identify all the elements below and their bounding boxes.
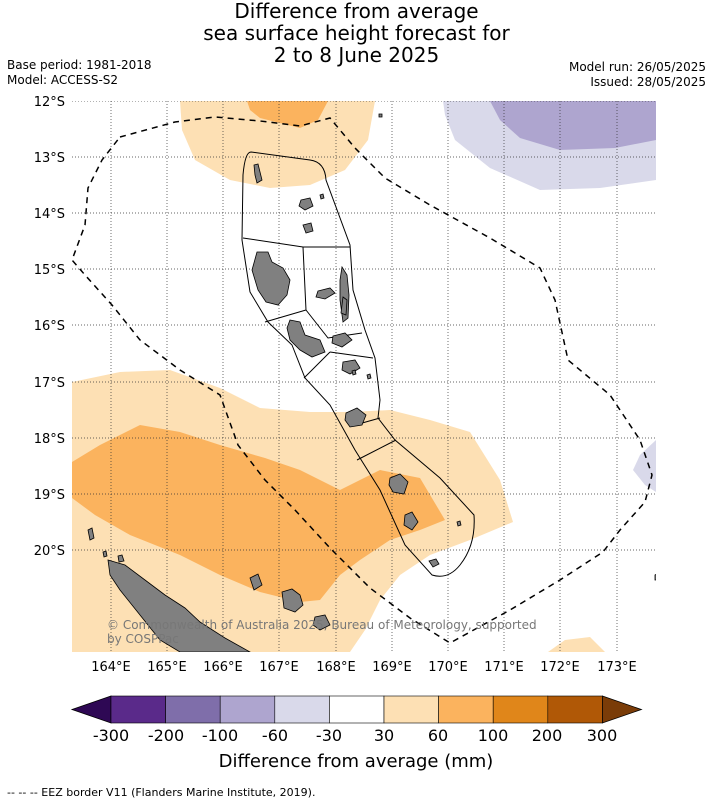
anomaly-minus60-east [633,440,656,492]
lon-label: 165°E [147,660,187,675]
latitude-labels: 12°S 13°S 14°S 15°S 16°S 17°S 18°S 19°S … [34,95,65,559]
anomaly-minus100-region [490,101,656,150]
anomaly-30-southeast [548,637,605,652]
model-run: Model run: 26/05/2025 [568,60,706,74]
land-new-caledonia [107,559,251,652]
lat-label: 12°S [34,95,65,110]
land-maewo [340,296,348,316]
land-islet-east-2 [654,574,656,581]
longitude-labels: 164°E 165°E 166°E 167°E 168°E 169°E 170°… [91,660,637,675]
lon-label: 172°E [540,660,580,675]
colorbar-extend-low [70,695,112,724]
land-islet-east-1 [456,520,462,527]
colorbar-label: 200 [532,726,563,745]
land-gaua [302,222,314,234]
land-islet-north-2 [351,369,357,376]
anomaly-30-top [180,101,375,188]
lon-label: 170°E [428,660,468,675]
land-ambae [315,287,336,300]
lat-label: 15°S [34,263,65,278]
colorbar-segment [219,695,276,724]
land [87,113,656,652]
colorbar-label: 60 [428,726,448,745]
lon-label: 166°E [203,660,243,675]
lat-label: 19°S [34,488,65,503]
colorbar-labels: -300 -200 -100 -60 -30 30 60 100 200 300 [93,726,617,745]
lon-label: 171°E [484,660,524,675]
meta-right: Model run: 26/05/2025 Issued: 28/05/2025 [569,60,706,90]
eez-border [72,116,653,644]
land-aneityum [428,558,440,568]
land-loyalty-ouvea [249,573,263,591]
colorbar-label: -30 [316,726,342,745]
model-name: Model: ACCESS-S2 [7,73,119,87]
lon-label: 164°E [91,660,131,675]
meta-left: Base period: 1981-2018 Model: ACCESS-S2 [7,58,152,88]
base-period: Base period: 1981-2018 [7,58,152,72]
colorbar-segment [110,695,166,724]
colorbar-segment [329,695,385,724]
title-line-3: 2 to 8 June 2025 [273,43,440,67]
anomaly-60-top [247,101,328,128]
land-espiritu-santo [251,251,291,306]
title-line-2: sea surface height forecast for [203,21,510,45]
map-area [72,101,656,652]
colorbar-label: -200 [148,726,184,745]
lon-label: 169°E [372,660,412,675]
colorbar-label: -300 [93,726,129,745]
colorbar-segment [492,695,549,724]
colorbar-segment [165,695,221,724]
colorbar-label: -100 [202,726,238,745]
eez-footnote: -- -- -- EEZ border V11 (Flanders Marine… [7,786,316,799]
colorbar-label: 30 [374,726,394,745]
anomaly-60-south [72,425,445,602]
lat-label: 20°S [34,544,65,559]
province-outline [241,151,475,577]
land-loyalty-mare [312,614,331,631]
title-line-1: Difference from average [234,0,479,23]
lon-label: 167°E [259,660,299,675]
land-islet-ne [378,113,383,118]
colorbar [70,695,643,724]
colorbar-label: 300 [587,726,618,745]
land-tanna [403,511,419,531]
colorbar-segment [438,695,494,724]
colorbar-title: Difference from average (mm) [219,751,494,772]
colorbar-segment [274,695,330,724]
colorbar-segment [383,695,439,724]
land-islet-west-2 [102,550,108,558]
colorbar-extend-high [602,695,643,724]
land-islet-north-3 [366,373,372,380]
lat-label: 16°S [34,319,65,334]
land-islet-west-3 [117,554,125,563]
land-efate [344,407,367,428]
land-malekula [286,319,326,358]
land-loyalty-lifou [281,588,304,613]
lat-label: 18°S [34,432,65,447]
land-torres-islands [253,163,263,184]
lat-label: 14°S [34,207,65,222]
land-ambrym [331,332,353,348]
issued-date: Issued: 28/05/2025 [590,75,706,89]
colorbar-label: -60 [262,726,288,745]
colorbar-segment [547,695,603,724]
land-erromango [388,473,409,495]
lon-label: 173°E [597,660,637,675]
lat-label: 17°S [34,376,65,391]
gridlines [72,101,656,652]
land-vanua-lava [298,197,314,211]
lon-label: 168°E [316,660,356,675]
chart-title: Difference from average sea surface heig… [0,0,713,66]
land-islet-north-1 [319,193,325,200]
land-islet-west-1 [87,527,95,541]
copyright-notice: © Commonwealth of Australia 2025, Bureau… [107,618,537,646]
lat-label: 13°S [34,151,65,166]
colorbar-label: 100 [478,726,509,745]
